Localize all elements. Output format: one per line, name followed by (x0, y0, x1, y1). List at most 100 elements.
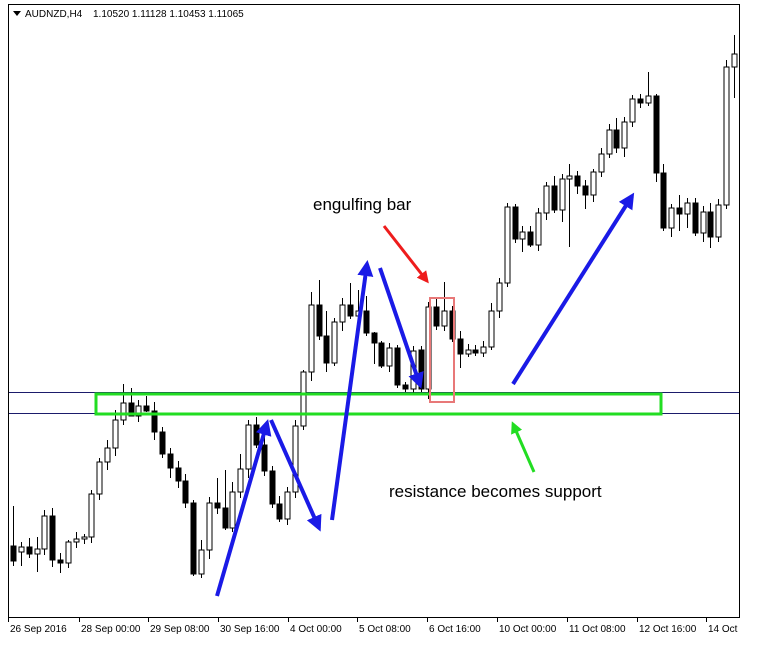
candle-down (10, 545, 17, 562)
dropdown-triangle-icon[interactable] (13, 11, 21, 16)
candle-up (566, 175, 573, 180)
candle-up (488, 310, 495, 348)
candle-down (57, 559, 64, 564)
candle-down (551, 185, 558, 211)
candle-up (465, 349, 472, 355)
support-zone-box (94, 392, 663, 416)
candle-up (112, 419, 119, 449)
candle-down (261, 444, 268, 472)
candle-up (41, 515, 48, 550)
candle-up (386, 347, 393, 367)
candle-down (394, 347, 401, 386)
engulfing-arrow (382, 225, 429, 284)
x-tick-label: 29 Sep 08:00 (150, 624, 210, 635)
candle-down (707, 211, 714, 238)
candle-up (700, 211, 707, 234)
candle-down (269, 470, 276, 505)
candle-down (128, 402, 135, 417)
candle-up (245, 424, 252, 470)
candle-down (457, 338, 464, 355)
x-tick-label: 10 Oct 00:00 (499, 624, 557, 635)
candle-down (613, 129, 620, 149)
trend-arrow-3 (330, 260, 374, 521)
candle-up (496, 282, 503, 312)
candle-up (300, 371, 307, 427)
candle-up (88, 493, 95, 538)
candle-up (331, 321, 338, 364)
candle-up (519, 231, 526, 240)
candle-down (512, 206, 519, 240)
candle-up (292, 425, 299, 493)
symbol-label: AUDNZD,H4 (25, 9, 83, 20)
candle-up (34, 548, 41, 555)
candle-up (18, 546, 25, 553)
candle-up (441, 310, 448, 327)
x-tick-label: 4 Oct 00:00 (290, 624, 342, 635)
candle-up (96, 461, 103, 495)
candle-up (731, 53, 738, 68)
candle-up (723, 66, 730, 206)
candle-down (402, 384, 409, 390)
candle-down (151, 410, 158, 433)
support-label: resistance becomes support (389, 482, 602, 501)
candle-down (653, 95, 660, 174)
x-tick-label: 28 Sep 00:00 (81, 624, 141, 635)
candle-up (590, 171, 597, 196)
candle-up (104, 447, 111, 463)
x-tick-label: 12 Oct 16:00 (639, 624, 697, 635)
candle-down (175, 467, 182, 482)
candle-down (49, 515, 56, 561)
trend-arrow-2 (269, 419, 322, 532)
candle-down (347, 304, 354, 317)
candle-down (159, 431, 166, 455)
candle-up (135, 405, 142, 417)
candle-up (81, 536, 88, 540)
x-tick-label: 5 Oct 08:00 (359, 624, 411, 635)
candle-down (222, 507, 229, 529)
candle-down (323, 335, 330, 364)
candle-up (229, 491, 236, 529)
x-tick-label: 30 Sep 16:00 (220, 624, 280, 635)
candle-down (574, 175, 581, 187)
candle-down (276, 503, 283, 520)
candle-up (73, 538, 80, 543)
candle-up (480, 346, 487, 354)
candle-down (363, 310, 370, 334)
candle-down (190, 502, 197, 575)
trend-arrow-4 (378, 267, 424, 389)
candle-up (120, 402, 127, 421)
candle-down (582, 185, 589, 196)
candle-down (418, 349, 425, 390)
candle-down (143, 405, 150, 412)
candle-up (559, 178, 566, 211)
candle-down (637, 98, 644, 104)
x-tick-label: 26 Sep 2016 (10, 624, 67, 635)
candle-down (316, 304, 323, 337)
candle-down (527, 231, 534, 246)
trend-arrow-1 (215, 419, 272, 597)
candle-up (645, 95, 652, 104)
candle-down (660, 172, 667, 229)
candle-up (339, 304, 346, 323)
candle-down (378, 342, 385, 367)
candle-up (543, 185, 550, 214)
candle-up (237, 468, 244, 493)
candle-up (598, 153, 605, 173)
engulfing-label: engulfing bar (313, 195, 412, 214)
x-tick-label: 11 Oct 08:00 (569, 624, 626, 635)
candle-up (684, 202, 691, 215)
candle-up (206, 502, 213, 551)
candle-down (371, 332, 378, 344)
candle-up (621, 121, 628, 149)
plot-frame (8, 4, 740, 618)
candle-down (167, 453, 174, 469)
candle-down (433, 306, 440, 327)
candle-up (308, 304, 315, 373)
trend-arrow-5 (511, 192, 635, 386)
candle-down (692, 202, 699, 234)
candle-down (182, 480, 189, 504)
x-tick-label: 14 Oct (708, 624, 738, 635)
x-axis: 26 Sep 2016 28 Sep 00:00 29 Sep 08:00 30 Se… (8, 617, 738, 635)
candle-down (26, 546, 33, 555)
candle-up (535, 212, 542, 246)
